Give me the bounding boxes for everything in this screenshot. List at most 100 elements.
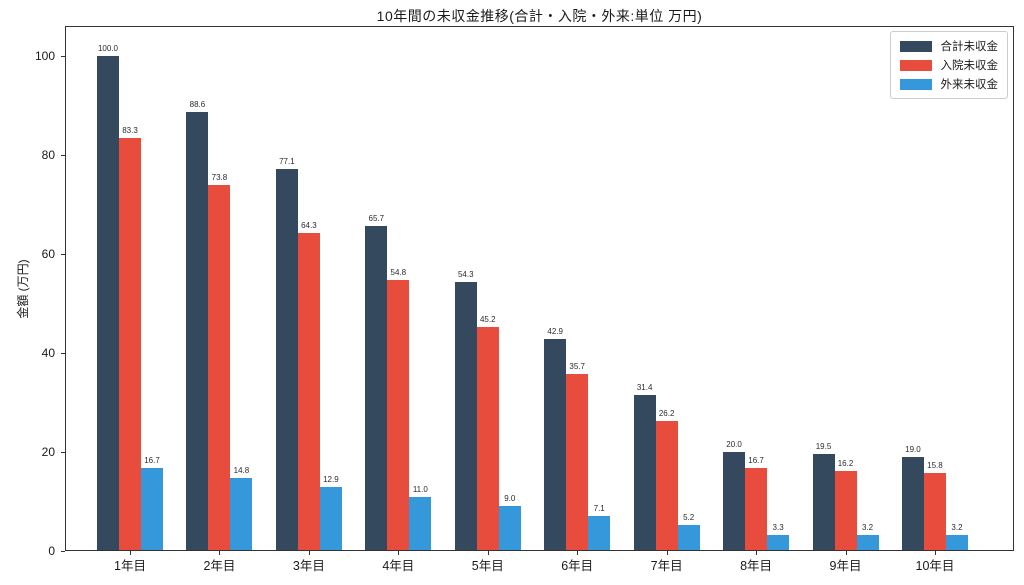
- x-tick-mark: [219, 551, 221, 555]
- bar-外来未収金-8年目: [767, 534, 790, 550]
- bar-value-label: 3.2: [951, 523, 963, 533]
- bar-value-label: 19.5: [815, 442, 832, 452]
- bar-value-label: 14.8: [233, 465, 250, 475]
- legend-label: 入院未収金: [940, 60, 999, 72]
- bar-value-label: 83.3: [122, 126, 138, 136]
- legend-label: 外来未収金: [940, 79, 999, 91]
- bar-入院未収金-7年目: [655, 421, 678, 550]
- x-tick-mark: [934, 551, 936, 555]
- bar-外来未収金-1年目: [141, 468, 163, 550]
- bar-合計未収金-3年目: [275, 169, 298, 550]
- y-tick-label: 40: [41, 345, 55, 360]
- bar-value-label: 64.3: [301, 220, 317, 230]
- bar-外来未収金-7年目: [677, 525, 700, 550]
- bar-value-label: 77.1: [279, 157, 295, 167]
- x-tick-label: 8年目: [740, 559, 773, 573]
- x-tick-mark: [845, 551, 847, 555]
- bar-外来未収金-10年目: [945, 535, 968, 550]
- legend: 合計未収金入院未収金外来未収金: [889, 31, 1008, 99]
- x-tick-label: 4年目: [382, 559, 415, 573]
- bar-合計未収金-1年目: [97, 55, 119, 550]
- bar-value-label: 88.6: [189, 100, 206, 110]
- bar-value-label: 73.8: [211, 173, 228, 183]
- bar-value-label: 54.3: [457, 270, 474, 280]
- bar-入院未収金-6年目: [566, 374, 589, 550]
- bar-合計未収金-6年目: [544, 338, 567, 550]
- y-tick-label: 80: [41, 147, 55, 162]
- bar-入院未収金-10年目: [923, 472, 946, 550]
- x-tick-mark: [487, 551, 489, 555]
- bar-入院未収金-8年目: [745, 468, 768, 550]
- legend-label: 合計未収金: [940, 41, 999, 53]
- bar-入院未収金-5年目: [476, 327, 499, 550]
- bar-value-label: 11.0: [412, 484, 428, 494]
- y-tick-label: 20: [41, 444, 55, 459]
- x-tick-mark: [577, 551, 579, 555]
- bar-入院未収金-1年目: [119, 138, 141, 550]
- bar-外来未収金-9年目: [856, 535, 879, 550]
- bar-value-label: 16.2: [837, 458, 854, 468]
- bar-外来未収金-2年目: [230, 477, 253, 550]
- bar-合計未収金-5年目: [454, 282, 477, 550]
- x-tick-mark: [398, 551, 400, 555]
- legend-swatch-外来未収金: [899, 78, 932, 90]
- x-tick-label: 9年目: [829, 559, 862, 573]
- bar-入院未収金-9年目: [834, 470, 857, 550]
- bar-外来未収金-5年目: [498, 506, 521, 550]
- y-tick-mark: [61, 352, 65, 354]
- y-tick-mark: [61, 551, 65, 552]
- bar-value-label: 35.7: [569, 362, 585, 372]
- y-tick-mark: [61, 253, 65, 255]
- y-tick-mark: [61, 451, 65, 453]
- bar-合計未収金-4年目: [365, 225, 388, 550]
- x-tick-label: 10年目: [915, 559, 955, 573]
- bar-合計未収金-10年目: [901, 456, 924, 550]
- bar-value-label: 100.0: [97, 43, 119, 53]
- bar-value-label: 15.8: [927, 460, 943, 470]
- y-tick-mark: [61, 55, 65, 57]
- bar-value-label: 26.2: [658, 409, 675, 419]
- y-tick-label: 0: [48, 544, 55, 558]
- bar-value-label: 7.1: [593, 503, 605, 513]
- bar-value-label: 19.0: [905, 444, 921, 454]
- bar-value-label: 12.9: [323, 475, 339, 485]
- bar-外来未収金-4年目: [409, 496, 432, 550]
- y-tick-label: 100: [34, 48, 55, 63]
- x-tick-label: 7年目: [650, 559, 683, 573]
- bar-合計未収金-8年目: [723, 451, 746, 550]
- legend-swatch-合計未収金: [899, 40, 932, 52]
- x-tick-label: 1年目: [114, 559, 146, 573]
- bar-value-label: 16.7: [748, 456, 764, 466]
- x-tick-label: 6年目: [561, 559, 594, 573]
- bar-value-label: 3.2: [861, 523, 874, 533]
- legend-item: 外来未収金: [899, 76, 999, 92]
- x-tick-label: 5年目: [471, 559, 504, 573]
- bar-value-label: 65.7: [368, 213, 385, 223]
- x-tick-label: 3年目: [292, 559, 325, 573]
- legend-swatch-入院未収金: [899, 59, 932, 71]
- bar-外来未収金-6年目: [588, 515, 611, 550]
- x-tick-mark: [666, 551, 668, 555]
- bar-value-label: 16.7: [144, 456, 160, 466]
- bar-value-label: 42.9: [547, 326, 563, 336]
- bar-合計未収金-7年目: [633, 395, 656, 550]
- x-tick-mark: [130, 551, 131, 555]
- y-tick-mark: [61, 154, 65, 156]
- bar-入院未収金-4年目: [387, 279, 410, 550]
- x-tick-mark: [756, 551, 758, 555]
- bar-value-label: 9.0: [504, 494, 516, 504]
- bar-value-label: 3.3: [772, 522, 784, 532]
- bar-外来未収金-3年目: [319, 487, 342, 550]
- x-tick-mark: [308, 551, 310, 555]
- bar-合計未収金-9年目: [812, 454, 835, 550]
- legend-item: 入院未収金: [899, 57, 999, 73]
- bar-value-label: 20.0: [726, 439, 742, 449]
- bar-入院未収金-3年目: [297, 232, 320, 550]
- bar-value-label: 45.2: [479, 315, 496, 325]
- legend-item: 合計未収金: [899, 38, 999, 54]
- bar-合計未収金-2年目: [186, 112, 209, 550]
- bar-value-label: 54.8: [390, 267, 407, 277]
- x-tick-label: 2年目: [203, 559, 236, 573]
- bar-value-label: 5.2: [683, 513, 695, 523]
